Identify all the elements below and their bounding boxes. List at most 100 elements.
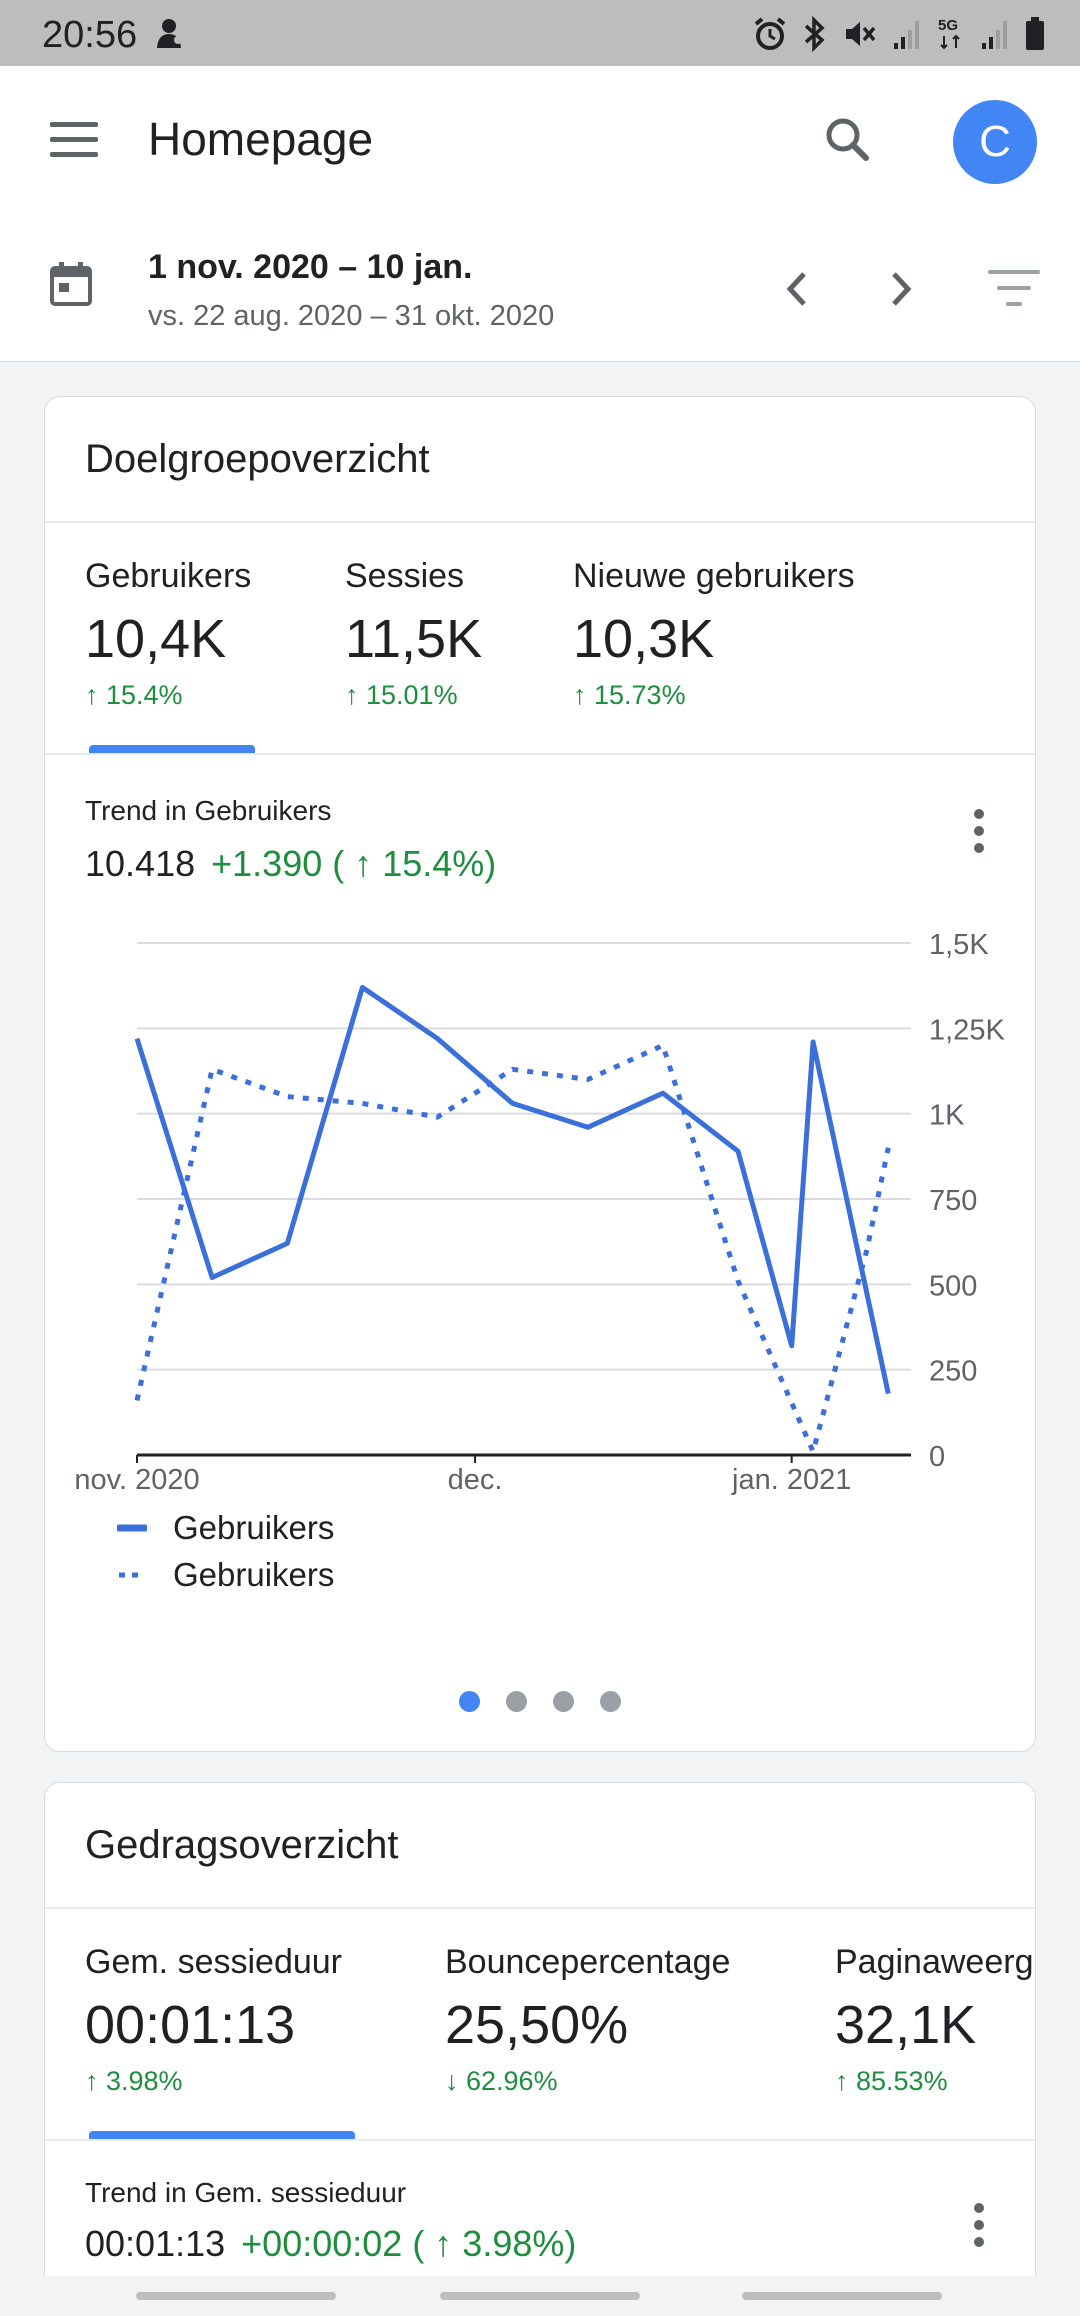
series-line-current [134, 984, 891, 1395]
chevron-left-icon [786, 272, 806, 306]
filter-icon-line [997, 286, 1031, 290]
more-options-button[interactable] [959, 801, 999, 861]
metric-label: Nieuwe gebruikers [573, 557, 855, 595]
y-tick-label: 1,25K [929, 1014, 1005, 1046]
metric-change: ↑ 15.01% [345, 680, 458, 710]
legend-solid-swatch [117, 1524, 147, 1532]
search-icon [826, 118, 869, 161]
chevron-right-icon [892, 272, 912, 306]
previous-period-button[interactable] [772, 254, 822, 324]
metric-pageviews[interactable]: Paginaweergaven 32,1K ↑ 85.53% [835, 1943, 1035, 2097]
x-tick-label: jan. 2021 [731, 1464, 851, 1496]
status-icons: 5G [752, 14, 1046, 54]
pagination-dot[interactable] [506, 1691, 527, 1712]
metric-change: ↑ 15.73% [573, 680, 686, 710]
card-title: Doelgroepoverzicht [85, 437, 430, 481]
avatar[interactable]: C [953, 100, 1037, 184]
y-tick-label: 0 [929, 1441, 945, 1473]
y-tick-label: 250 [929, 1356, 977, 1388]
more-vert-dot [974, 843, 984, 853]
selected-metric-indicator [89, 2131, 355, 2139]
date-range-comparison: vs. 22 aug. 2020 – 31 okt. 2020 [148, 300, 555, 332]
metric-bounce-rate[interactable]: Bouncepercentage 25,50% ↓ 62.96% [445, 1943, 730, 2097]
more-vert-dot [974, 2220, 984, 2230]
legend-item-solid: Gebruikers [117, 1509, 334, 1547]
metric-label: Bouncepercentage [445, 1943, 731, 1981]
battery-icon [1026, 17, 1044, 50]
status-time: 20:56 [42, 14, 138, 56]
signal-icon [894, 21, 919, 49]
metric-label: Gebruikers [85, 557, 252, 595]
y-tick-label: 1,5K [929, 929, 989, 961]
search-button[interactable] [810, 110, 886, 174]
metric-sessions[interactable]: Sessies 11,5K ↑ 15.01% [345, 557, 482, 711]
audience-overview-card: Doelgroepoverzicht Gebruikers 10,4K ↑ 15… [44, 396, 1036, 1752]
mute-icon [846, 22, 876, 46]
trend-summary: 00:01:13 +00:00:02 ( ↑ 3.98%) [85, 2223, 576, 2265]
metric-users[interactable]: Gebruikers 10,4K ↑ 15.4% [85, 557, 251, 711]
metric-value: 00:01:13 [85, 1995, 296, 2055]
next-period-button[interactable] [876, 254, 926, 324]
notification-icon [152, 16, 186, 57]
divider [45, 753, 1035, 755]
metric-value: 10,4K [85, 609, 227, 669]
series-line-comparison [134, 1042, 891, 1455]
calendar-icon[interactable] [48, 260, 94, 313]
filter-icon [988, 270, 1040, 274]
pagination-dot[interactable] [459, 1691, 480, 1712]
metric-new-users[interactable]: Nieuwe gebruikers 10,3K ↑ 15.73% [573, 557, 855, 711]
card-title: Gedragsoverzicht [85, 1823, 399, 1867]
metric-value: 10,3K [573, 609, 715, 669]
behavior-overview-card: Gedragsoverzicht Gem. sessieduur 00:01:1… [44, 1782, 1036, 2316]
metric-change: ↑ 15.4% [85, 680, 183, 710]
5g-icon: 5G [938, 17, 960, 50]
metric-label: Paginaweergaven [835, 1943, 1035, 1981]
system-nav-bar [0, 2276, 1080, 2316]
legend-label: Gebruikers [173, 1556, 335, 1593]
divider [45, 2139, 1035, 2141]
menu-icon [50, 122, 98, 127]
pagination-dot[interactable] [600, 1691, 621, 1712]
trend-label: Trend in Gem. sessieduur [85, 2177, 407, 2208]
legend-item-dotted: Gebruikers [117, 1556, 334, 1594]
more-options-button[interactable] [959, 2195, 999, 2255]
nav-back[interactable] [742, 2292, 942, 2300]
metric-value: 25,50% [445, 1995, 629, 2055]
date-range-current[interactable]: 1 nov. 2020 – 10 jan. [148, 248, 473, 286]
filter-button[interactable] [984, 262, 1048, 318]
metric-change: ↑ 85.53% [835, 2066, 948, 2096]
menu-icon-line [50, 152, 98, 157]
metric-change: ↓ 62.96% [445, 2066, 558, 2096]
carousel-pagination[interactable] [459, 1691, 621, 1712]
menu-icon-line [50, 137, 98, 142]
more-vert-icon [974, 2203, 984, 2213]
nav-home[interactable] [440, 2292, 640, 2300]
selected-metric-indicator [89, 745, 255, 753]
y-tick-label: 500 [929, 1270, 977, 1302]
metric-label: Sessies [345, 557, 465, 595]
pagination-dot[interactable] [553, 1691, 574, 1712]
trend-delta: +1.390 ( ↑ 15.4%) [211, 843, 497, 884]
bluetooth-icon [804, 16, 825, 52]
x-tick-label: dec. [448, 1464, 503, 1496]
status-bar: 20:56 5G [0, 0, 1080, 66]
legend-dotted-swatch [119, 1572, 145, 1578]
menu-button[interactable] [38, 112, 110, 168]
nav-recents[interactable] [136, 2292, 336, 2300]
svg-text:5G: 5G [938, 17, 958, 34]
signal-icon [982, 21, 1007, 49]
metric-label: Gem. sessieduur [85, 1943, 342, 1981]
metric-avg-session-duration[interactable]: Gem. sessieduur 00:01:13 ↑ 3.98% [85, 1943, 342, 2097]
legend-label: Gebruikers [173, 1509, 335, 1546]
trend-total: 00:01:13 [85, 2223, 226, 2264]
alarm-icon [754, 17, 786, 50]
more-vert-icon [974, 809, 984, 819]
app-bar: Homepage C [0, 66, 1080, 214]
metric-change: ↑ 3.98% [85, 2066, 183, 2096]
y-tick-label: 1K [929, 1100, 965, 1132]
date-range-bar[interactable]: 1 nov. 2020 – 10 jan. vs. 22 aug. 2020 –… [0, 214, 1080, 362]
more-vert-dot [974, 2237, 984, 2247]
divider [45, 521, 1035, 523]
more-vert-dot [974, 826, 984, 836]
divider [45, 1907, 1035, 1909]
